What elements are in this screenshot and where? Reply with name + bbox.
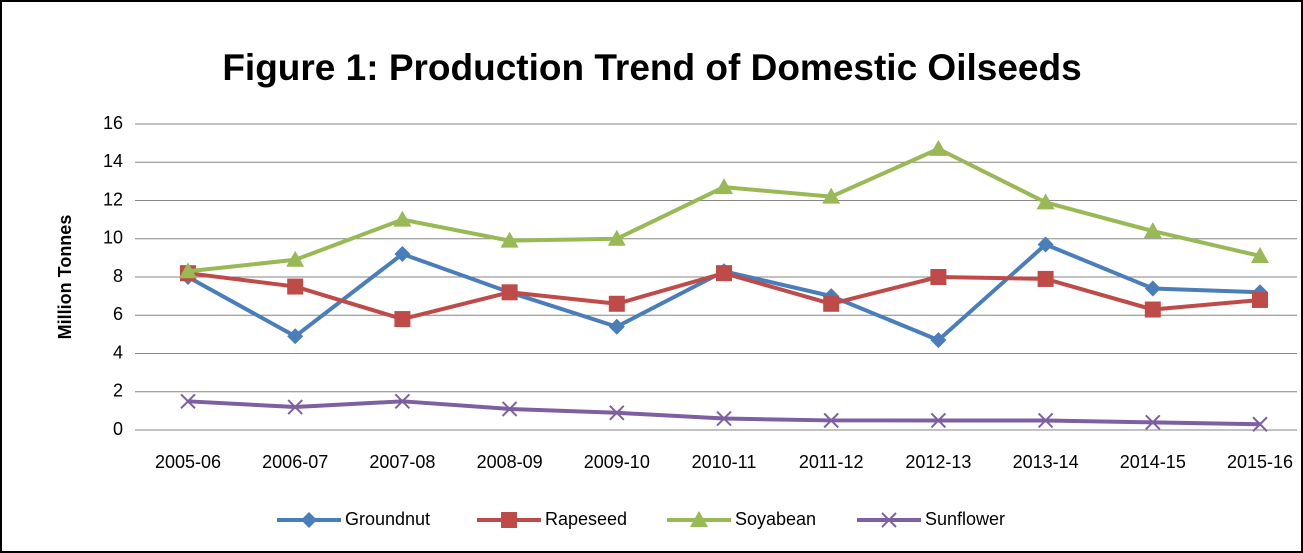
y-tick-label: 16: [103, 113, 123, 133]
marker: [394, 246, 411, 263]
marker: [1145, 414, 1161, 431]
marker: [1037, 270, 1054, 287]
chart-title: Figure 1: Production Trend of Domestic O…: [222, 47, 1081, 88]
x-tick-label: 2006-07: [262, 452, 328, 472]
x-tick-label: 2013-14: [1013, 452, 1079, 472]
marker: [1143, 222, 1162, 239]
marker: [822, 187, 841, 204]
y-tick-label: 8: [113, 266, 123, 286]
x-tick-label: 2008-09: [477, 452, 543, 472]
x-tick-label: 2012-13: [905, 452, 971, 472]
x-tick-label: 2015-16: [1227, 452, 1293, 472]
legend-item: Groundnut: [277, 509, 430, 529]
marker: [607, 229, 626, 246]
marker: [1144, 301, 1161, 318]
marker: [1252, 291, 1268, 308]
marker: [179, 262, 197, 279]
legend-label: Soyabean: [735, 509, 816, 529]
y-tick-label: 2: [113, 381, 123, 401]
x-tick-label: 2010-11: [692, 452, 757, 472]
marker: [930, 412, 947, 429]
marker: [1037, 236, 1054, 253]
marker: [1036, 193, 1055, 210]
legend-label: Rapeseed: [545, 509, 627, 529]
legend-label: Groundnut: [345, 509, 430, 529]
legend-label: Sunflower: [925, 509, 1005, 529]
marker: [609, 405, 625, 421]
legend-item: Soyabean: [667, 509, 816, 529]
marker: [930, 332, 947, 349]
x-tick-label: 2009-10: [584, 452, 650, 472]
marker: [394, 393, 411, 410]
marker: [1251, 246, 1269, 263]
marker: [823, 412, 839, 429]
marker: [1037, 412, 1054, 429]
y-tick-label: 10: [103, 228, 123, 248]
marker: [716, 410, 732, 427]
marker: [716, 265, 732, 282]
marker: [301, 512, 317, 528]
marker: [690, 511, 708, 527]
y-tick-label: 12: [103, 189, 123, 209]
y-tick-label: 0: [113, 419, 123, 439]
x-tick-label: 2014-15: [1120, 452, 1186, 472]
marker: [608, 318, 625, 335]
legend-item: Rapeseed: [477, 509, 627, 529]
x-tick-label: 2005-06: [155, 452, 221, 472]
marker: [180, 393, 196, 410]
marker: [287, 278, 304, 295]
y-tick-label: 6: [113, 304, 123, 324]
marker: [608, 295, 625, 312]
x-tick-label: 2007-08: [369, 452, 435, 472]
y-tick-label: 14: [103, 151, 123, 171]
marker: [287, 399, 303, 415]
marker: [394, 311, 411, 328]
marker: [501, 401, 518, 417]
marker: [287, 328, 304, 345]
marker: [500, 231, 519, 248]
marker: [1144, 280, 1161, 297]
marker: [881, 512, 897, 528]
y-axis-label: Million Tonnes: [55, 215, 75, 340]
marker: [501, 512, 517, 528]
marker: [930, 269, 947, 285]
x-tick-label: 2011-12: [799, 452, 864, 472]
marker: [501, 284, 518, 301]
marker: [715, 178, 733, 195]
marker: [823, 295, 840, 312]
marker: [393, 210, 412, 227]
legend-item: Sunflower: [857, 509, 1005, 529]
marker: [929, 139, 948, 156]
marker: [286, 250, 305, 267]
y-tick-label: 4: [113, 342, 123, 362]
marker: [1252, 416, 1268, 432]
